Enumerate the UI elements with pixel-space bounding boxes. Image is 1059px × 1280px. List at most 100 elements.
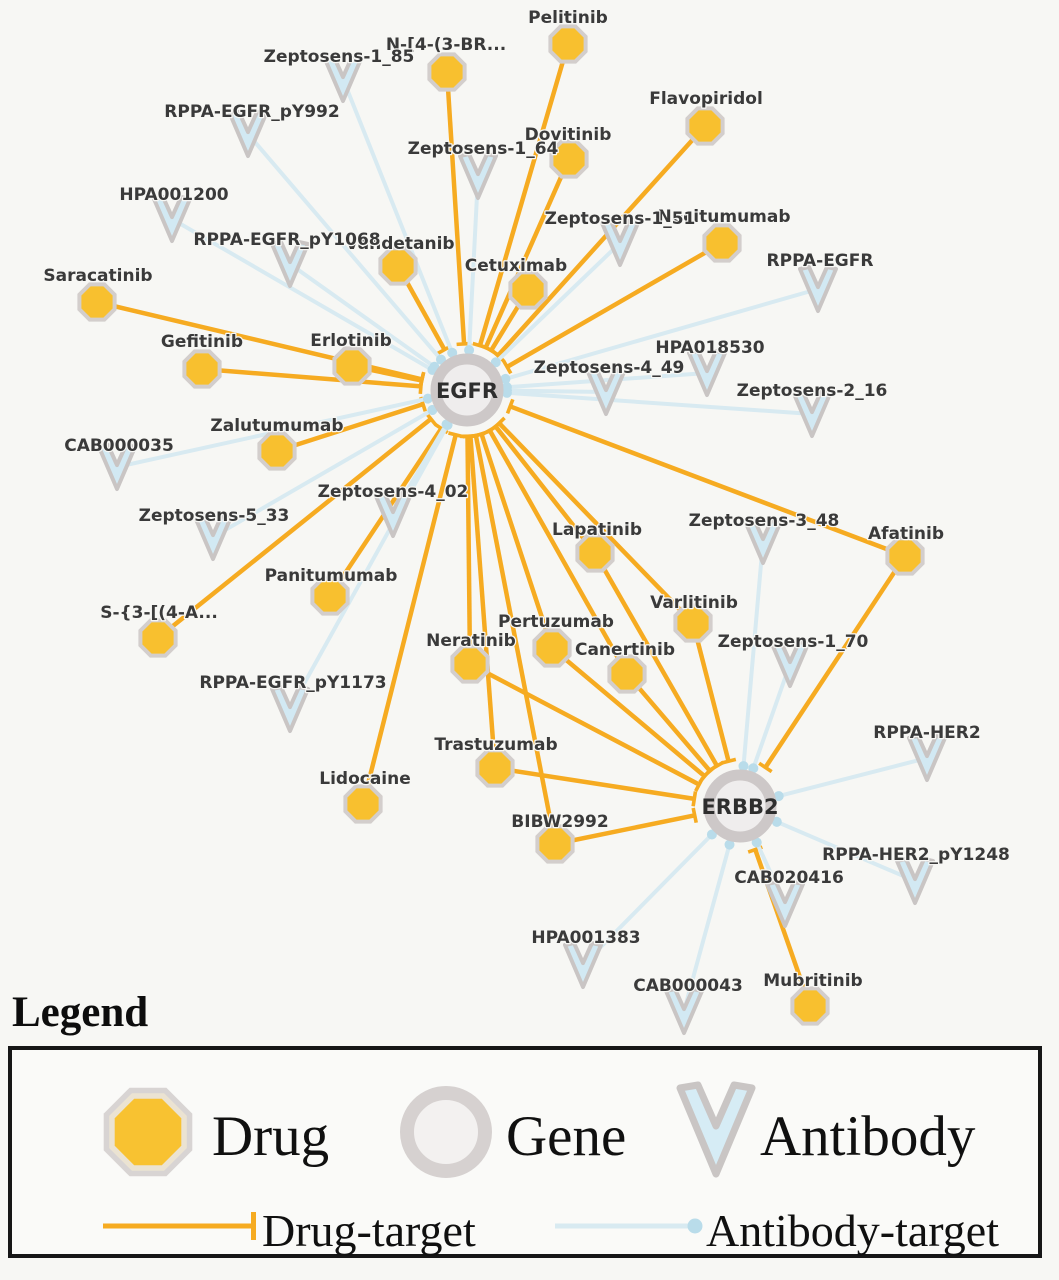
node-cab020416[interactable] <box>765 880 805 928</box>
node-pertuzumab[interactable] <box>532 628 572 668</box>
node-label-afatinib: Afatinib <box>868 524 944 544</box>
drug-octagon-icon <box>535 824 575 864</box>
node-erbb2[interactable]: ERBB2 <box>701 769 779 843</box>
antibody-chevron-icon <box>270 685 310 733</box>
node-panitumumab[interactable] <box>310 576 350 616</box>
antibody-chevron-icon <box>323 55 363 103</box>
node-label-zep_1_70: Zeptosens-1_70 <box>718 632 869 652</box>
node-bibw2992[interactable] <box>535 824 575 864</box>
node-zep_1_64[interactable] <box>458 152 498 200</box>
drug-target-edge-lapatinib-erbb2 <box>593 551 725 772</box>
node-label-rppa_her2_py1248: RPPA-HER2_pY1248 <box>822 845 1010 865</box>
node-erlotinib[interactable] <box>332 346 372 386</box>
node-pelitinib[interactable] <box>548 24 588 64</box>
node-label-pertuzumab: Pertuzumab <box>498 612 614 632</box>
node-flavopiridol[interactable] <box>685 106 725 146</box>
drug-octagon-icon <box>790 986 830 1026</box>
node-zep_1_70[interactable] <box>770 640 810 688</box>
node-label-zep_4_49: Zeptosens-4_49 <box>534 358 685 378</box>
node-rppa_egfr_py992[interactable] <box>228 110 268 158</box>
node-egfr[interactable]: EGFR <box>430 353 504 427</box>
antibody-chevron-icon <box>792 390 832 438</box>
node-label-zep_2_16: Zeptosens-2_16 <box>737 381 888 401</box>
antibody-chevron-icon <box>770 640 810 688</box>
node-zep_4_49[interactable] <box>586 368 626 416</box>
drug-octagon-icon <box>548 24 588 64</box>
node-zep_5_33[interactable] <box>193 513 233 561</box>
node-label-s3_4a: S-{3-[(4-A... <box>100 603 218 623</box>
node-zep_1_51[interactable] <box>600 219 640 267</box>
node-saracatinib[interactable] <box>77 282 117 322</box>
node-label-varlitinib: Varlitinib <box>650 593 738 613</box>
antibody-target-legend-icon <box>555 1218 703 1234</box>
node-zep_4_02[interactable] <box>373 490 413 538</box>
drug-target-edge-pelitinib-egfr <box>472 43 571 350</box>
gene-circle-icon <box>703 769 777 843</box>
antibody-target-edge-hpa001200-egfr <box>170 217 438 375</box>
antibody-target-edge-hpa001383-erbb2 <box>581 829 717 967</box>
antibody-legend-icon <box>676 1081 756 1178</box>
node-zep_3_48[interactable] <box>743 517 783 565</box>
node-varlitinib[interactable] <box>673 603 713 643</box>
node-rppa_her2_py1248[interactable] <box>895 857 935 905</box>
antibody-chevron-icon <box>664 987 704 1035</box>
node-necitumumab[interactable] <box>702 223 742 263</box>
drug-octagon-icon <box>182 349 222 389</box>
drug-octagon-icon <box>450 644 490 684</box>
node-cetuximab[interactable] <box>508 270 548 310</box>
drug-target-edge-pertuzumab-erbb2 <box>550 646 711 784</box>
node-n4_3br[interactable] <box>427 52 467 92</box>
drug-target-edge-s3_4a-egfr <box>156 411 438 640</box>
legend-box: Drug Gene Antibody Drug-target Antibody-… <box>8 1046 1042 1258</box>
antibody-target-edge-zep_5_33-egfr <box>211 405 438 539</box>
node-afatinib[interactable] <box>885 536 925 576</box>
antibody-chevron-icon <box>687 349 727 397</box>
node-rppa_her2[interactable] <box>907 734 947 782</box>
drug-octagon-icon <box>77 282 117 322</box>
node-vandetanib[interactable] <box>378 246 418 286</box>
node-gefitinib[interactable] <box>182 349 222 389</box>
drug-octagon-icon <box>508 270 548 310</box>
node-hpa001383[interactable] <box>563 941 603 989</box>
node-lapatinib[interactable] <box>575 533 615 573</box>
antibody-target-edge-zep_3_48-erbb2 <box>738 540 765 772</box>
drug-target-edge-n4_3br-egfr <box>444 71 472 347</box>
node-neratinib[interactable] <box>450 644 490 684</box>
antibody-chevron-icon <box>600 219 640 267</box>
gene-legend-label: Gene <box>506 1105 627 1168</box>
node-rppa_egfr_py1068[interactable] <box>270 240 310 288</box>
node-lidocaine[interactable] <box>343 784 383 824</box>
node-cab000035[interactable] <box>97 443 137 491</box>
drug-octagon-icon <box>673 603 713 643</box>
antibody-chevron-icon <box>765 880 805 928</box>
node-rppa_egfr_py1173[interactable] <box>270 685 310 733</box>
node-label-trastuzumab: Trastuzumab <box>434 735 557 755</box>
node-hpa018530[interactable] <box>687 349 727 397</box>
node-dovitinib[interactable] <box>549 139 589 179</box>
node-rppa_egfr[interactable] <box>798 265 838 313</box>
node-zalutumumab[interactable] <box>257 431 297 471</box>
node-label-mubritinib: Mubritinib <box>763 971 862 991</box>
node-zep_1_85[interactable] <box>323 55 363 103</box>
node-label-pelitinib: Pelitinib <box>528 8 608 28</box>
node-cab000043[interactable] <box>664 987 704 1035</box>
antibody-chevron-icon <box>586 368 626 416</box>
node-zep_2_16[interactable] <box>792 390 832 438</box>
node-mubritinib[interactable] <box>790 986 830 1026</box>
node-label-zalutumumab: Zalutumumab <box>210 416 343 436</box>
antibody-target-edge-zep_1_70-erbb2 <box>748 663 792 774</box>
nodes-layer: EGFR ERBB2 <box>77 24 947 1035</box>
drug-octagon-icon <box>138 618 178 658</box>
node-label-bibw2992: BIBW2992 <box>511 812 608 832</box>
node-s3_4a[interactable] <box>138 618 178 658</box>
drug-target-edge-necitumumab-egfr <box>501 241 724 375</box>
antibody-target-edge-hpa018530-egfr <box>501 371 708 393</box>
antibody-chevron-icon <box>228 110 268 158</box>
node-canertinib[interactable] <box>607 654 647 694</box>
node-hpa001200[interactable] <box>152 195 192 243</box>
antibody-chevron-icon <box>152 195 192 243</box>
node-label-zep_1_51: Zeptosens-1_51 <box>545 209 696 229</box>
node-trastuzumab[interactable] <box>475 748 515 788</box>
drug-octagon-icon <box>332 346 372 386</box>
drug-legend-icon <box>103 1087 193 1177</box>
